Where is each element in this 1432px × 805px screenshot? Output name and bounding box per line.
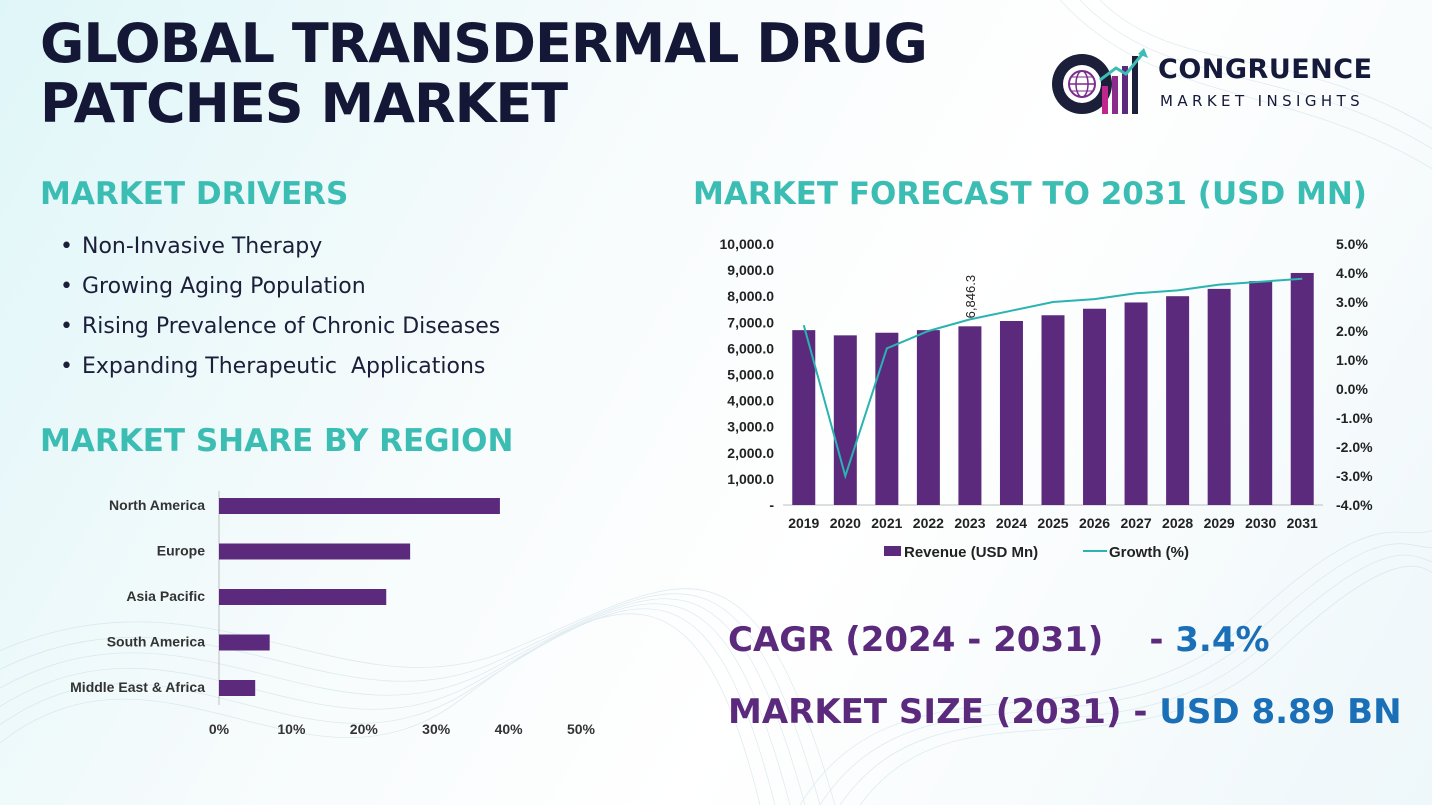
cagr-separator: - [1149, 620, 1176, 660]
cagr-value: 3.4% [1175, 620, 1270, 660]
driver-text: Rising Prevalence of Chronic Diseases [82, 314, 501, 339]
right-tick-label: 1.0% [1336, 352, 1368, 368]
right-tick-label: -3.0% [1336, 468, 1373, 484]
right-tick-label: 5.0% [1336, 236, 1368, 252]
revenue-bar [999, 320, 1023, 505]
region-share-chart: North America Europe Asia Pacific South Ame… [70, 491, 596, 737]
company-logo: CONGRUENCE MARKET INSIGHTS [1046, 46, 1396, 120]
category-label: Middle East & Africa [70, 679, 205, 695]
x-tick-label: 2030 [1245, 515, 1276, 531]
region-bar [219, 543, 411, 560]
x-tick-label: 2019 [788, 515, 819, 531]
revenue-bar [1249, 281, 1273, 505]
market-size-stat: MARKET SIZE (2031) - USD 8.89 BN [728, 692, 1402, 732]
x-tick-label: 2029 [1204, 515, 1235, 531]
cagr-label: CAGR (2024 - 2031) [728, 620, 1104, 660]
cagr-stat: CAGR (2024 - 2031) - 3.4% [728, 620, 1270, 660]
forecast-chart: - 1,000.0 2,000.0 3,000.0 4,000.0 5,000.0 6,00… [720, 236, 1374, 561]
left-tick-label: 6,000.0 [727, 340, 774, 356]
legend-swatch-revenue [884, 546, 901, 556]
region-share-title: MARKET SHARE BY REGION [40, 423, 514, 459]
x-tick-label: 2027 [1120, 515, 1151, 531]
data-label: 6,846.3 [963, 275, 978, 318]
revenue-bar [833, 335, 857, 505]
x-tick-label: 2023 [954, 515, 985, 531]
revenue-bar [958, 326, 982, 505]
revenue-bar [1207, 288, 1231, 505]
x-tick-label: 2020 [830, 515, 861, 531]
x-tick-label: 2022 [913, 515, 944, 531]
left-tick-label: 10,000.0 [720, 236, 775, 252]
market-size-label: MARKET SIZE (2031) [728, 692, 1122, 732]
x-tick-label: 2031 [1287, 515, 1318, 531]
left-tick-label: 2,000.0 [727, 445, 774, 461]
logo-subtitle: MARKET INSIGHTS [1160, 92, 1365, 110]
left-tick-label: 8,000.0 [727, 288, 774, 304]
x-tick-label: 20% [350, 721, 379, 737]
category-label: South America [107, 634, 205, 650]
x-tick-label: 2024 [996, 515, 1027, 531]
right-tick-label: 4.0% [1336, 265, 1368, 281]
drivers-title: MARKET DRIVERS [40, 176, 349, 212]
page-title: GLOBAL TRANSDERMAL DRUG PATCHES MARKET [40, 12, 928, 135]
drivers-list: • Non-Invasive Therapy • Growing Aging Pop… [60, 230, 500, 390]
left-tick-label: 1,000.0 [727, 471, 774, 487]
left-tick-label: 5,000.0 [727, 367, 774, 383]
legend-label-revenue: Revenue (USD Mn) [904, 544, 1038, 561]
driver-item: • Non-Invasive Therapy [60, 234, 323, 259]
revenue-bar [1041, 315, 1065, 505]
region-bar [219, 634, 270, 651]
x-tick-label: 2028 [1162, 515, 1193, 531]
category-label: Europe [157, 543, 205, 559]
logo-mark-icon [1052, 48, 1148, 114]
driver-text: Non-Invasive Therapy [82, 234, 323, 259]
x-tick-label: 40% [495, 721, 524, 737]
category-label: North America [109, 497, 205, 513]
revenue-bar [1083, 308, 1107, 505]
left-tick-label: 7,000.0 [727, 314, 774, 330]
x-tick-label: 0% [209, 721, 230, 737]
category-label: Asia Pacific [126, 588, 205, 604]
x-tick-label: 30% [422, 721, 451, 737]
region-bar [219, 589, 387, 605]
region-bar [219, 498, 500, 514]
revenue-bar [916, 330, 940, 505]
driver-item: • Expanding Therapeutic Applications [60, 354, 486, 379]
market-size-value: USD 8.89 BN [1159, 692, 1402, 732]
legend-label-growth: Growth (%) [1109, 544, 1189, 561]
x-tick-label: 2021 [871, 515, 902, 531]
driver-text: Growing Aging Population [82, 274, 366, 299]
region-bar [219, 680, 256, 696]
driver-text: Expanding Therapeutic Applications [82, 354, 486, 379]
x-tick-label: 2026 [1079, 515, 1110, 531]
revenue-bar [1290, 272, 1314, 505]
revenue-bar [875, 332, 899, 505]
x-tick-label: 2025 [1037, 515, 1068, 531]
right-tick-label: -4.0% [1336, 497, 1373, 513]
left-tick-label: 9,000.0 [727, 262, 774, 278]
forecast-title: MARKET FORECAST TO 2031 (USD MN) [693, 176, 1367, 212]
right-tick-label: 2.0% [1336, 323, 1368, 339]
right-tick-label: 3.0% [1336, 294, 1368, 310]
market-size-separator: - [1121, 692, 1160, 732]
right-tick-label: -2.0% [1336, 439, 1373, 455]
left-tick-label: 4,000.0 [727, 393, 774, 409]
left-tick-label: 3,000.0 [727, 419, 774, 435]
logo-name: CONGRUENCE [1158, 54, 1373, 85]
left-tick-label: - [769, 497, 774, 513]
driver-item: • Growing Aging Population [60, 274, 366, 299]
driver-item: • Rising Prevalence of Chronic Diseases [60, 314, 501, 339]
revenue-bar [1124, 302, 1148, 505]
right-tick-label: 0.0% [1336, 381, 1368, 397]
revenue-bar [792, 330, 816, 505]
x-tick-label: 50% [567, 721, 596, 737]
x-tick-label: 10% [277, 721, 306, 737]
revenue-bar [1166, 296, 1190, 505]
right-tick-label: -1.0% [1336, 410, 1373, 426]
